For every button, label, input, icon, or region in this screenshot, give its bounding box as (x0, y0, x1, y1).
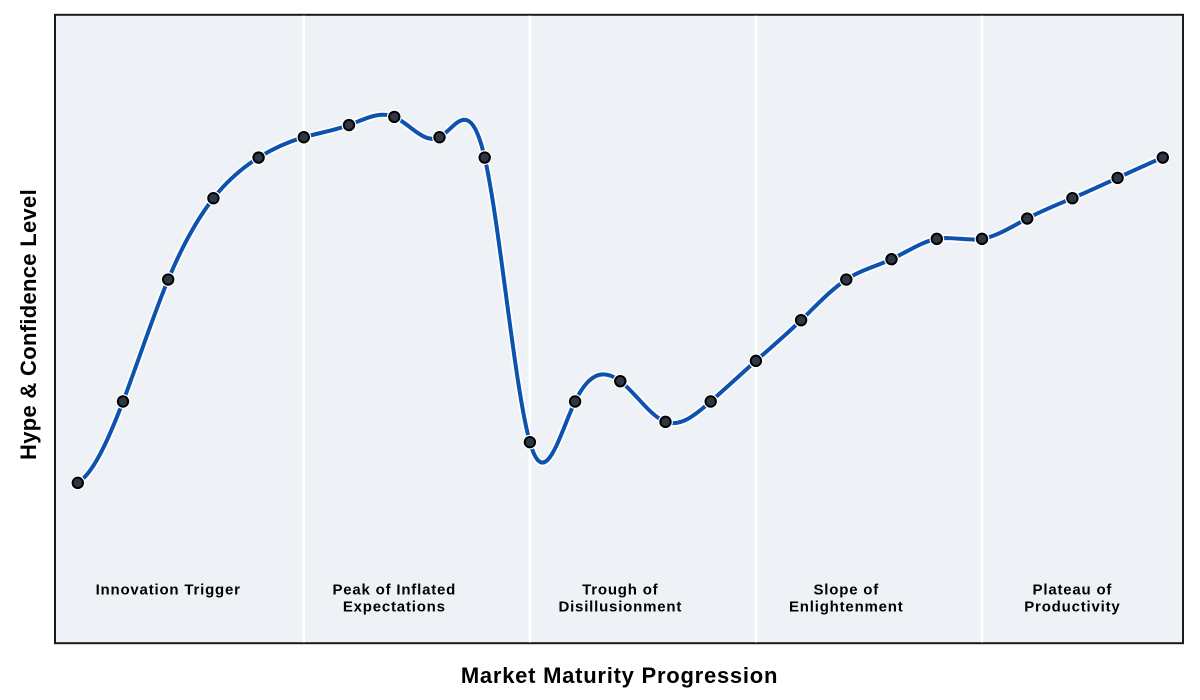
svg-text:Disillusionment: Disillusionment (558, 599, 682, 616)
svg-text:Peak of Inflated: Peak of Inflated (332, 582, 456, 599)
svg-text:Trough of: Trough of (582, 582, 659, 599)
svg-text:Productivity: Productivity (1024, 599, 1120, 616)
svg-text:Slope of: Slope of (814, 582, 880, 599)
svg-text:Innovation Trigger: Innovation Trigger (96, 582, 241, 599)
svg-text:Plateau of: Plateau of (1033, 582, 1113, 599)
svg-text:Enlightenment: Enlightenment (789, 599, 904, 616)
svg-text:Hype & Confidence Level: Hype & Confidence Level (16, 189, 41, 460)
svg-text:Market Maturity Progression: Market Maturity Progression (461, 663, 778, 688)
svg-text:Expectations: Expectations (343, 599, 446, 616)
